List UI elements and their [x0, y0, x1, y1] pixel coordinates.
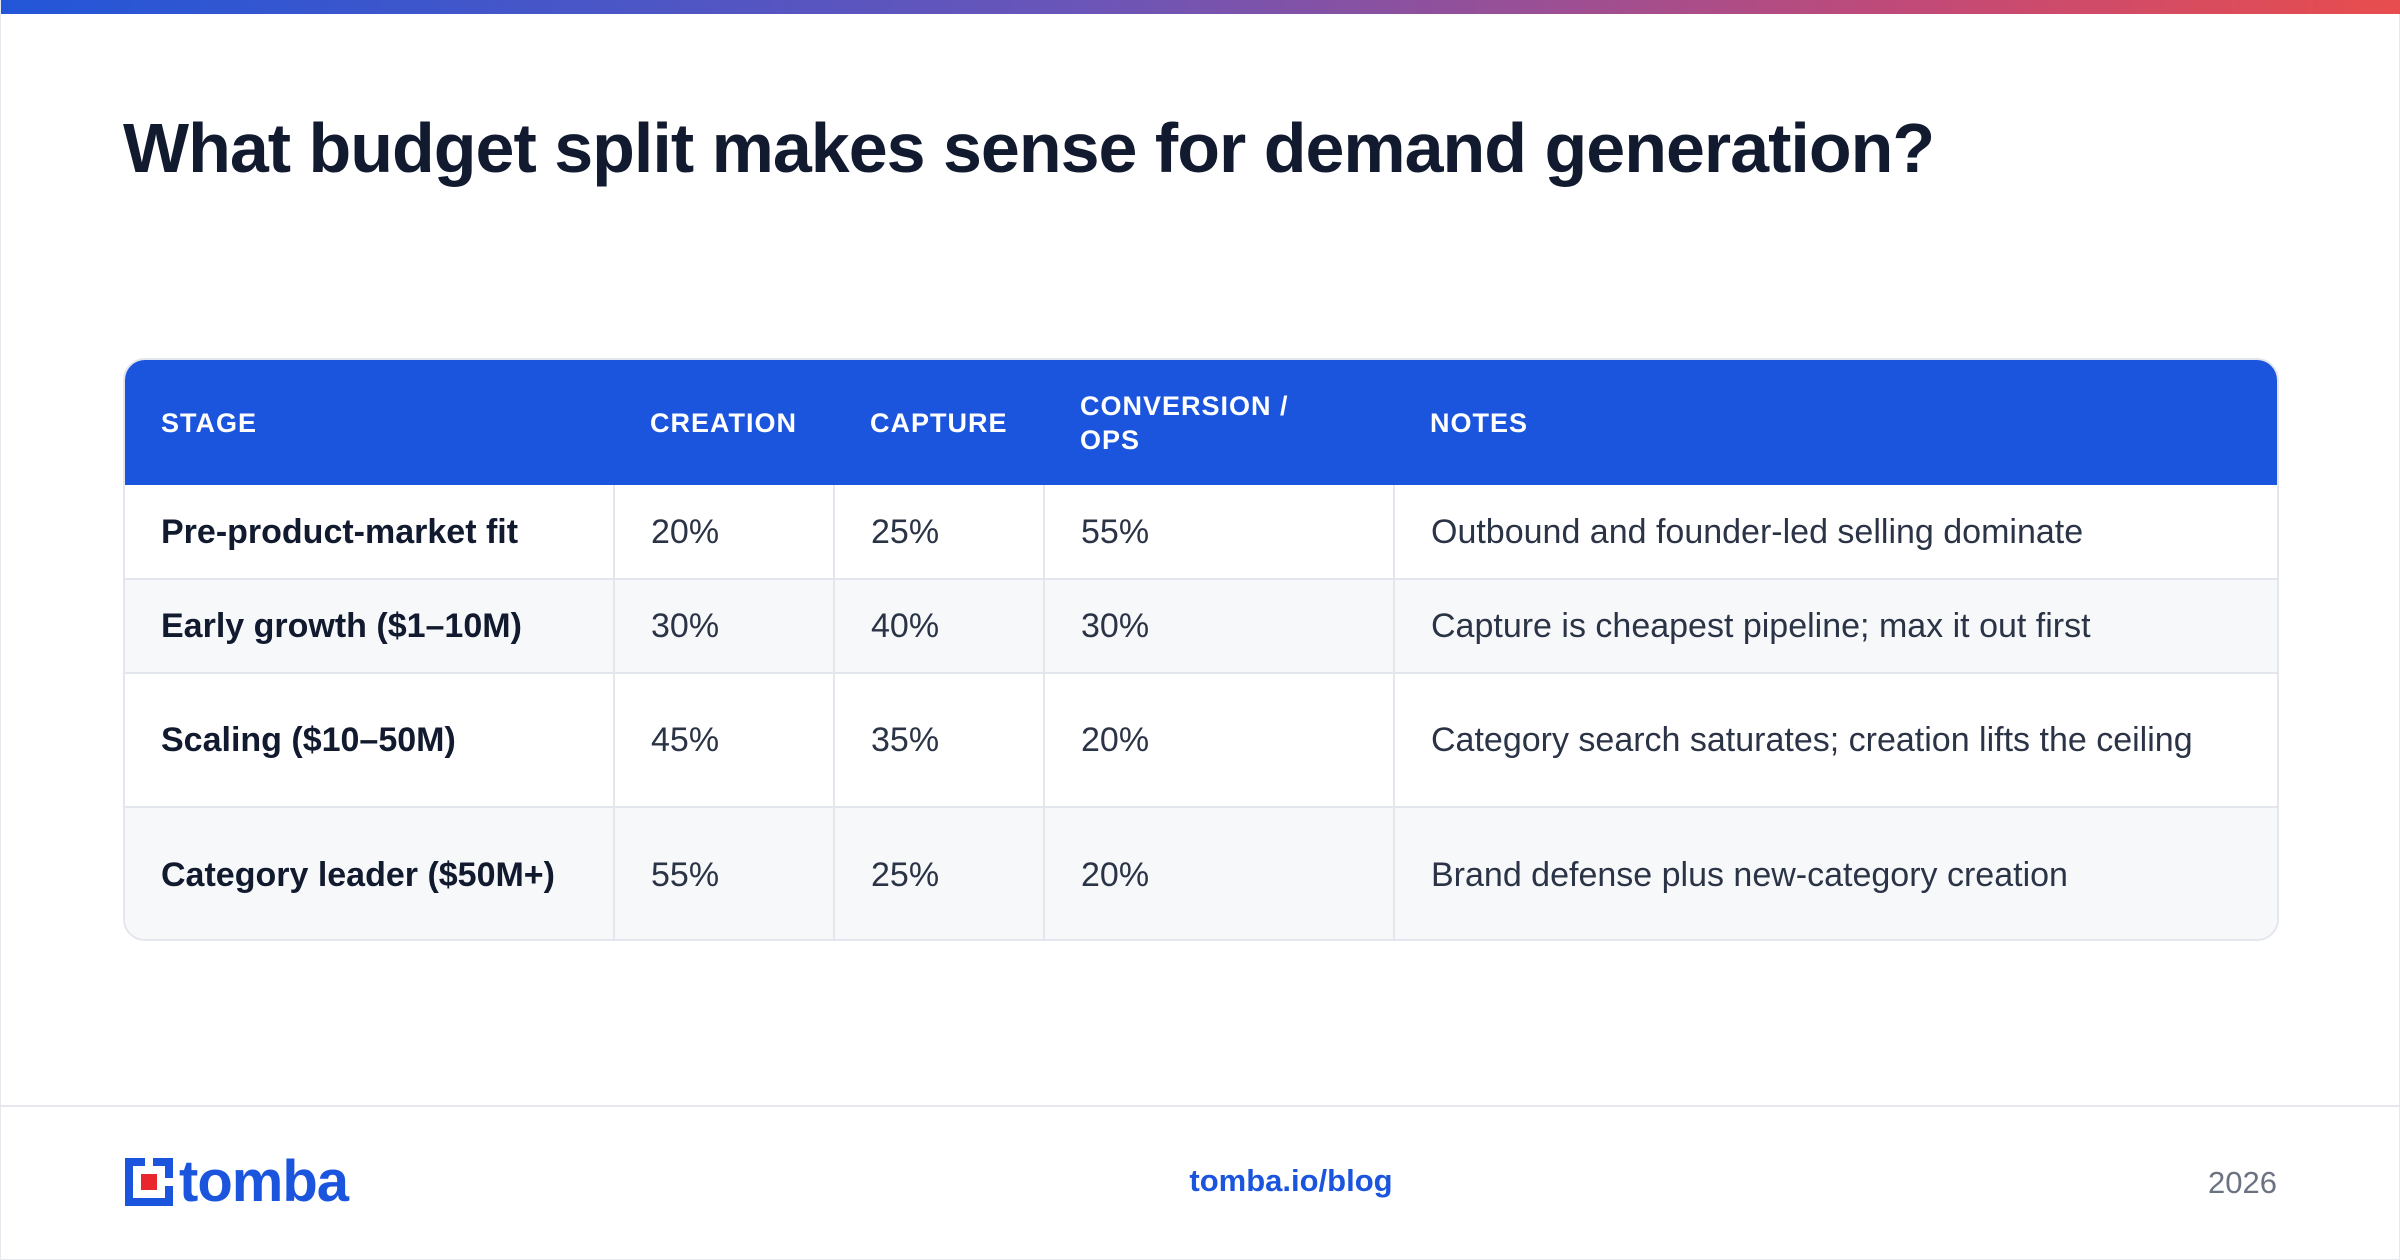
capture-cell: 35%	[833, 672, 1044, 807]
header-capture: Capture	[870, 407, 1008, 438]
creation-cell: 20%	[613, 485, 834, 579]
conversion-cell: 20%	[1043, 672, 1394, 807]
table-row: Scaling ($10–50M) 45% 35% 20% Category s…	[125, 672, 2277, 807]
stage-cell: Category leader ($50M+)	[125, 806, 614, 939]
budget-split-table: Stage Creation Capture Conversion / Ops …	[123, 358, 2279, 941]
tomba-logo[interactable]: tomba	[123, 1149, 349, 1214]
table-row: Pre-product-market fit 20% 25% 55% Outbo…	[125, 485, 2277, 579]
header-stage: Stage	[161, 407, 258, 438]
header-notes: Notes	[1430, 407, 1529, 438]
page-title: What budget split makes sense for demand…	[123, 109, 1935, 187]
header-creation: Creation	[650, 407, 797, 438]
notes-cell: Category search saturates; creation lift…	[1393, 672, 2277, 807]
capture-cell: 25%	[833, 485, 1044, 579]
capture-cell: 25%	[833, 806, 1044, 939]
table-row: Category leader ($50M+) 55% 25% 20% Bran…	[125, 806, 2277, 939]
conversion-cell: 55%	[1043, 485, 1394, 579]
footer-divider	[1, 1105, 2400, 1107]
tomba-logo-icon	[123, 1156, 175, 1208]
table-row: Early growth ($1–10M) 30% 40% 30% Captur…	[125, 578, 2277, 673]
stage-cell: Early growth ($1–10M)	[125, 578, 614, 673]
logo-wordmark: tomba	[179, 1149, 349, 1214]
stage-cell: Scaling ($10–50M)	[125, 672, 614, 807]
conversion-cell: 20%	[1043, 806, 1394, 939]
table-header-row: Stage Creation Capture Conversion / Ops …	[125, 360, 2277, 485]
notes-cell: Brand defense plus new-category creation	[1393, 806, 2277, 939]
footer-url-wrap: tomba.io/blog	[1, 1163, 2400, 1199]
creation-cell: 30%	[613, 578, 834, 673]
creation-cell: 45%	[613, 672, 834, 807]
notes-cell: Outbound and founder-led selling dominat…	[1393, 485, 2277, 579]
top-gradient-bar	[1, 0, 2400, 14]
conversion-cell: 30%	[1043, 578, 1394, 673]
header-conversion-ops: Conversion / Ops	[1080, 390, 1289, 455]
notes-cell: Capture is cheapest pipeline; max it out…	[1393, 578, 2277, 673]
table: Stage Creation Capture Conversion / Ops …	[125, 360, 2277, 939]
stage-cell: Pre-product-market fit	[161, 512, 519, 551]
creation-cell: 55%	[613, 806, 834, 939]
footer-year: 2026	[2208, 1165, 2277, 1200]
blog-link[interactable]: tomba.io/blog	[1189, 1163, 1393, 1198]
capture-cell: 40%	[833, 578, 1044, 673]
